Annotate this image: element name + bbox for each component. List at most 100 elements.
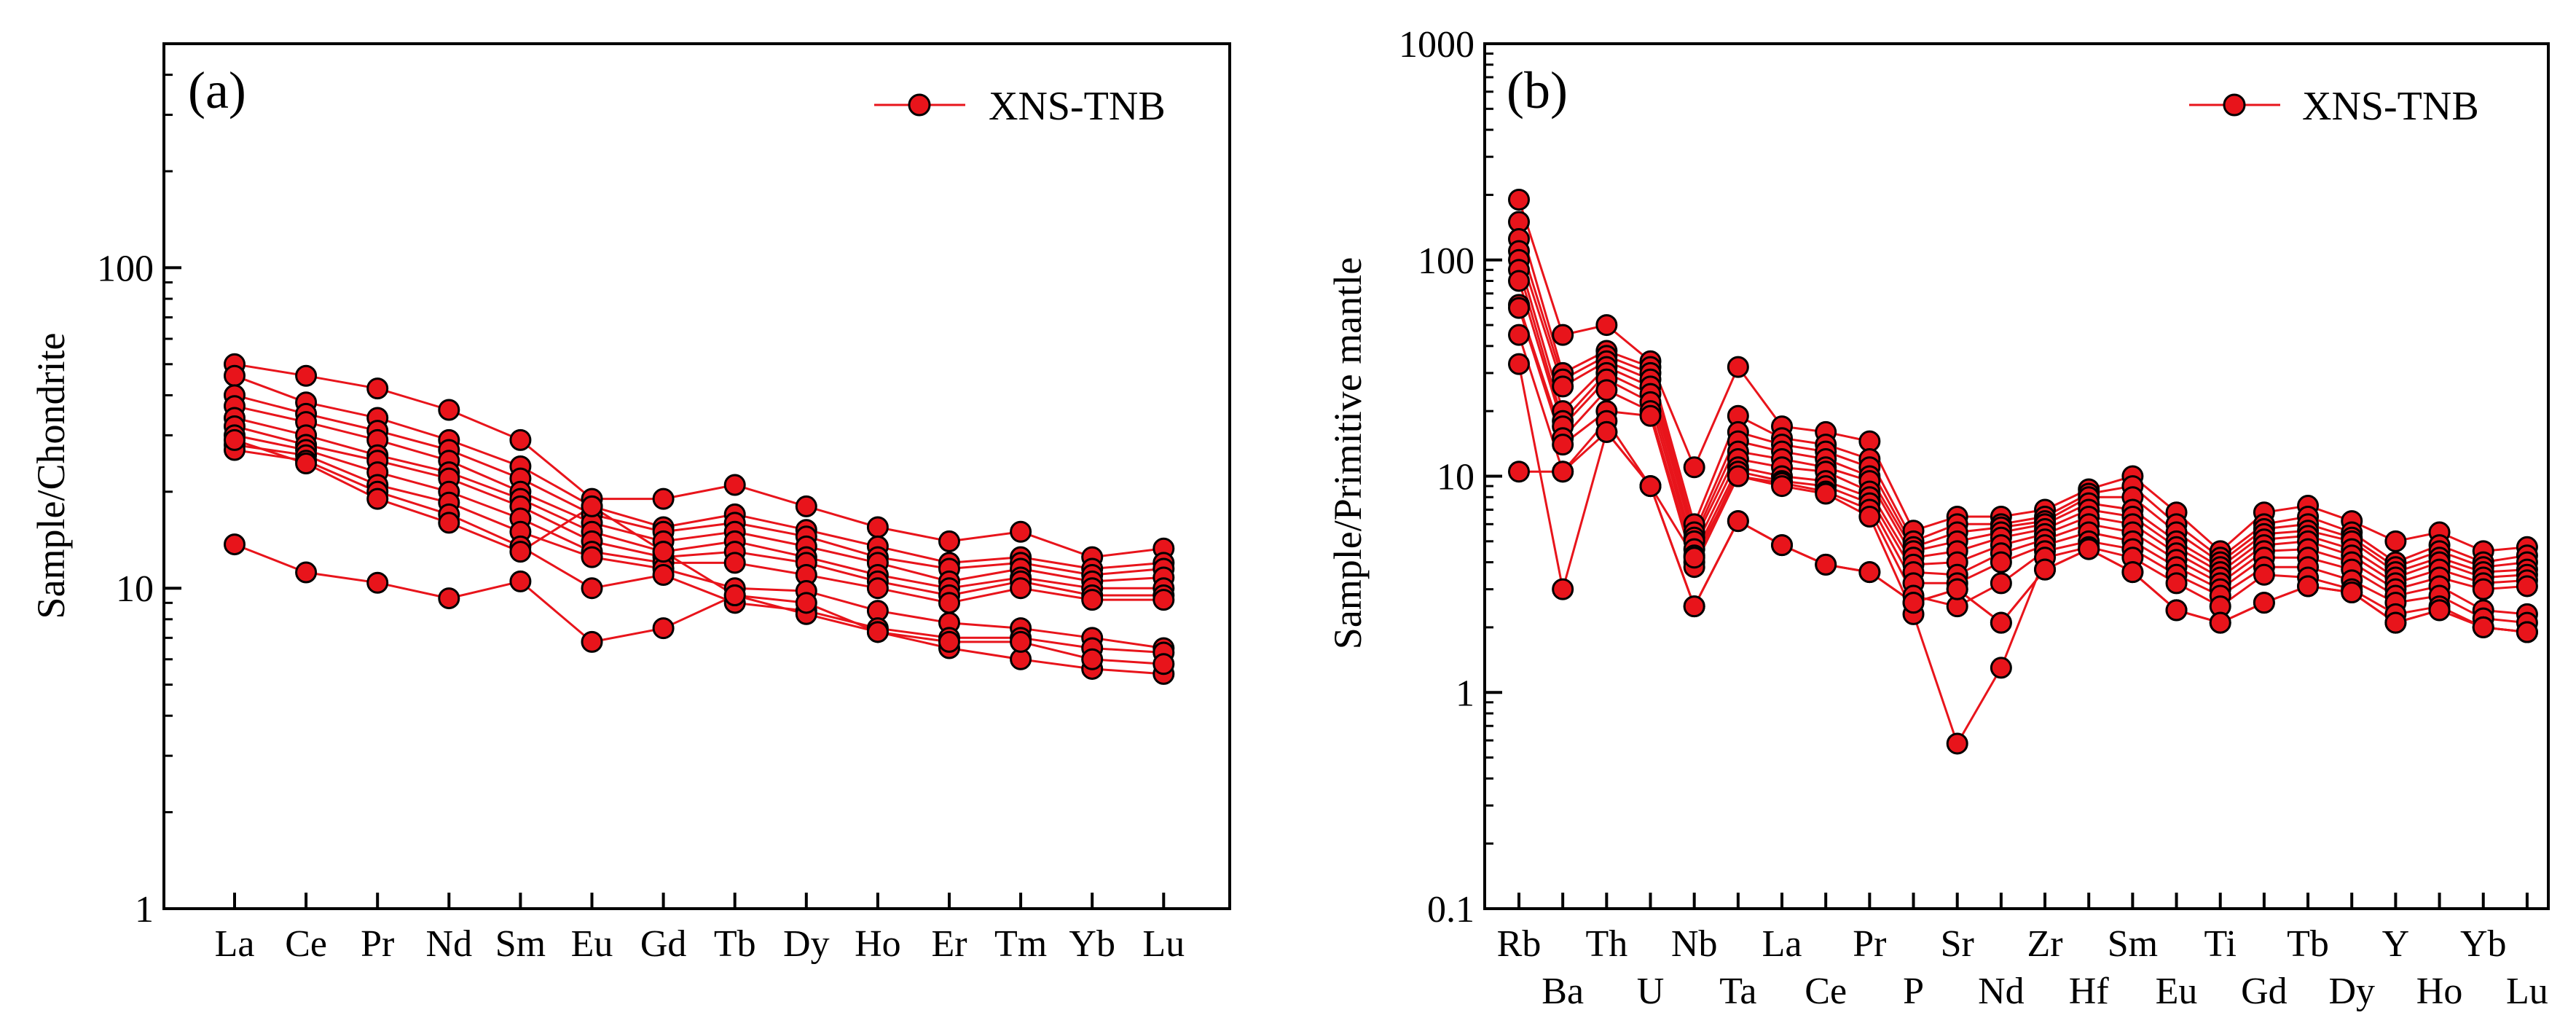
panel-a-data-point	[938, 630, 960, 653]
panel-a-data-point	[295, 364, 318, 387]
panel-a-x-axis: La Ce Pr Nd Sm Eu Gd Tb Dy Ho Er Tm Yb Lu	[215, 893, 1185, 965]
panel-b-series-line	[1517, 269, 2527, 584]
panel-a-data-point	[652, 617, 675, 640]
panel-b-x-tick-label: Hf	[2069, 971, 2110, 1012]
panel-a-data-point	[581, 546, 603, 568]
panel-a-data-point	[723, 552, 746, 574]
panel-b-data-point	[1552, 324, 1574, 346]
panel-a-series-line	[234, 425, 1164, 597]
panel-a-legend: XNS-TNB	[874, 84, 1166, 129]
panel-a-x-tick-label: Eu	[571, 923, 613, 965]
panel-b-y-tick-label: 0.1	[1427, 889, 1474, 931]
panel-b-x-tick-label: Pr	[1853, 923, 1886, 965]
panel-a-x-tick-label: Gd	[640, 923, 687, 965]
panel-b-data-point	[1508, 297, 1530, 319]
panel-b-data-point	[2121, 561, 2144, 584]
panel-b-x-tick-label: U	[1637, 971, 1665, 1012]
panel-a-data-point	[1152, 653, 1175, 675]
panel-b-x-tick-label: Sr	[1941, 923, 1974, 965]
panel-b-data-point	[1683, 595, 1705, 618]
panel-b-x-tick-label: Sm	[2108, 923, 2158, 965]
panel-a-series-line	[234, 439, 1164, 675]
panel-b-data-point	[1727, 356, 1749, 378]
panel-a-data-point	[1010, 577, 1032, 600]
panel-b-data-point	[1639, 475, 1662, 498]
panel-b-data-point	[2297, 575, 2320, 598]
panel-a-x-tick-label: Sm	[495, 923, 546, 965]
panel-a-y-axis: 1 10 100	[97, 74, 181, 931]
panel-a-series-line	[234, 417, 1164, 590]
panel-b-data-point	[2078, 538, 2100, 560]
panel-a-data-point	[509, 570, 532, 592]
panel-a-y-tick-label: 10	[116, 568, 154, 610]
panel-b-y-tick-label: 100	[1418, 240, 1474, 282]
panel-b-x-tick-label: P	[1903, 971, 1924, 1012]
panel-b-data-point	[1508, 353, 1530, 375]
panel-a-x-tick-label: Tb	[714, 923, 756, 965]
panel-b-data-point	[1552, 461, 1574, 483]
panel-a-data-point	[366, 487, 389, 510]
panel-b-data-point	[1639, 404, 1662, 427]
panel-b-data-point	[1508, 461, 1530, 483]
panel-b-x-tick-label: La	[1762, 923, 1802, 965]
panel-b-data-point	[1508, 270, 1530, 292]
panel-b-data-point	[1771, 475, 1794, 498]
panel-b-x-tick-label: Lu	[2506, 971, 2548, 1012]
panel-a-data-point	[366, 377, 389, 400]
panel-b-series	[1508, 189, 2538, 755]
panel-a-data-point	[509, 541, 532, 563]
panel-a-data-point	[938, 592, 960, 614]
panel-a-label: (a)	[188, 61, 246, 120]
panel-b-data-point	[1990, 657, 2012, 679]
panel-b-x-tick-label: Ba	[1542, 971, 1584, 1012]
panel-b-data-point	[2516, 575, 2538, 598]
panel-b-data-point	[1683, 456, 1705, 479]
panel-a-series-line	[234, 434, 1164, 604]
panel-b-y-axis-label: Sample/Primitive mantle	[1326, 257, 1370, 649]
panel-a-series-line	[234, 449, 1164, 654]
panel-a-data-point	[438, 399, 460, 421]
panel-b-data-point	[1815, 482, 1837, 505]
panel-b-data-point	[1990, 551, 2012, 573]
panel-b-data-point	[2165, 599, 2188, 622]
panel-b-data-point	[1902, 592, 1925, 614]
panel-b-x-tick-label: Ce	[1805, 971, 1847, 1012]
panel-a-data-point	[295, 453, 318, 475]
panel-a-data-point	[438, 512, 460, 534]
panel-b-series-line	[1517, 199, 2528, 552]
panel-b-data-point	[2209, 611, 2231, 634]
panel-b-data-point	[1771, 534, 1794, 557]
panel-b-data-point	[1552, 578, 1574, 600]
panel-b-data-point	[2034, 558, 2057, 581]
panel-b-data-point	[1595, 379, 1618, 402]
panel-b-data-point	[2384, 611, 2407, 634]
panel-a-data-point	[581, 495, 603, 517]
panel-a-data-point	[795, 592, 817, 614]
panel-a-data-point	[1010, 630, 1032, 653]
panel-b-data-point	[2341, 581, 2363, 604]
panel-b-x-tick-label: Ti	[2204, 923, 2237, 965]
panel-a-data-point	[723, 474, 746, 496]
panel-b-data-point	[1858, 506, 1881, 528]
panel-a-data-point	[224, 533, 246, 556]
panel-b-data-point	[1946, 732, 1968, 755]
panel-a-data-point	[509, 428, 532, 451]
panel-b-legend-label: XNS-TNB	[2302, 84, 2479, 129]
panel-a-data-point	[581, 630, 603, 653]
panel-b-data-point	[1946, 578, 1968, 600]
panel-a-data-point	[938, 530, 960, 552]
panel-a-data-point	[438, 587, 460, 610]
panel-b-x-tick-label: Eu	[2156, 971, 2198, 1012]
panel-b-data-point	[1858, 561, 1881, 584]
panel-b-data-point	[2472, 616, 2494, 638]
panel-a-plot-frame	[162, 42, 1231, 910]
panel-b-x-tick-label: Ta	[1719, 971, 1756, 1012]
panel-b-x-tick-label: Th	[1585, 923, 1627, 965]
panel-b-data-point	[2384, 530, 2407, 552]
panel-a-data-point	[652, 563, 675, 586]
panel-b-data-point	[2472, 578, 2494, 600]
panel-a-series-line	[234, 363, 1164, 559]
panel-b-data-point	[2253, 563, 2275, 586]
panel-a-x-tick-label: Tm	[994, 923, 1047, 965]
